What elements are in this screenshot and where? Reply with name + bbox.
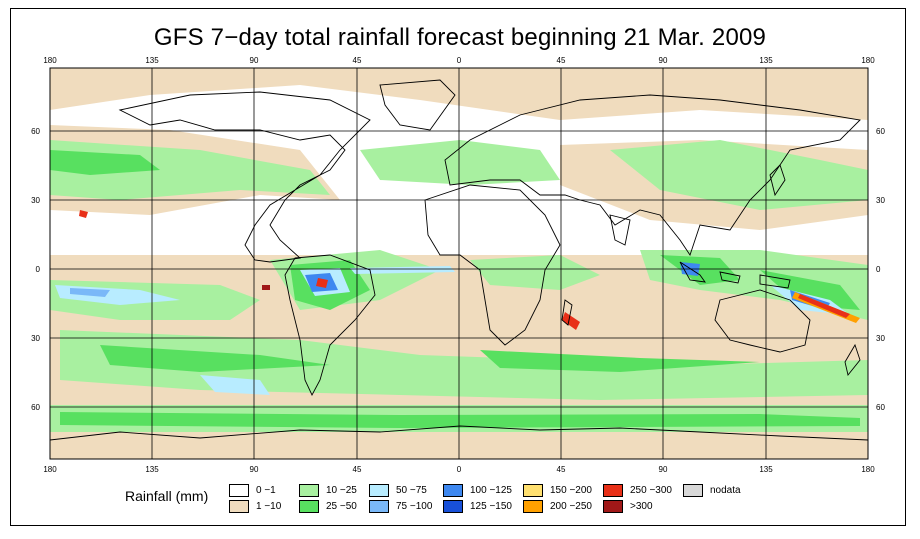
legend-swatch xyxy=(603,500,623,513)
top-lon-label: 180 xyxy=(43,56,57,65)
legend-text: 125 −150 xyxy=(470,501,512,512)
right-lat-label: 30 xyxy=(876,196,885,205)
legend-text: 10 −25 xyxy=(326,485,357,496)
bottom-lon-label: 180 xyxy=(861,465,875,474)
bottom-lon-label: 90 xyxy=(659,465,668,474)
legend: Rainfall (mm) 0 −1 1 −10 10 −25 25 −50 5… xyxy=(125,484,785,516)
top-lon-label: 45 xyxy=(353,56,362,65)
bottom-lon-label: 45 xyxy=(353,465,362,474)
coastlines xyxy=(50,79,868,441)
left-lat-label: 30 xyxy=(31,196,40,205)
legend-text: 1 −10 xyxy=(256,501,282,512)
top-lon-label: 0 xyxy=(457,56,462,65)
map-border xyxy=(49,67,869,460)
legend-text: 250 −300 xyxy=(630,485,672,496)
graticule xyxy=(50,68,868,459)
right-lat-label: 60 xyxy=(876,127,885,136)
legend-swatch xyxy=(683,484,703,497)
right-lat-label: 0 xyxy=(876,265,881,274)
bottom-lon-label: 180 xyxy=(43,465,57,474)
legend-title: Rainfall (mm) xyxy=(125,488,209,504)
legend-swatch xyxy=(369,500,389,513)
left-lat-label: 60 xyxy=(31,127,40,136)
legend-swatch xyxy=(229,500,249,513)
legend-text: 150 −200 xyxy=(550,485,592,496)
left-lat-label: 60 xyxy=(31,403,40,412)
legend-swatch xyxy=(523,500,543,513)
legend-text: 100 −125 xyxy=(470,485,512,496)
legend-swatch xyxy=(443,484,463,497)
top-lon-label: 90 xyxy=(250,56,259,65)
map-title: GFS 7−day total rainfall forecast beginn… xyxy=(153,24,767,51)
top-lon-label: 135 xyxy=(145,56,159,65)
top-lon-label: 135 xyxy=(759,56,773,65)
legend-swatch xyxy=(443,500,463,513)
legend-text: nodata xyxy=(710,485,741,496)
bottom-lon-label: 90 xyxy=(250,465,259,474)
right-lat-label: 60 xyxy=(876,403,885,412)
legend-text: >300 xyxy=(630,501,653,512)
right-lat-label: 30 xyxy=(876,334,885,343)
top-lon-label: 45 xyxy=(557,56,566,65)
top-lon-label: 180 xyxy=(861,56,875,65)
legend-text: 0 −1 xyxy=(256,485,276,496)
left-lat-label: 0 xyxy=(36,265,41,274)
legend-swatch xyxy=(523,484,543,497)
legend-text: 50 −75 xyxy=(396,485,427,496)
legend-text: 75 −100 xyxy=(396,501,433,512)
legend-text: 200 −250 xyxy=(550,501,592,512)
bottom-lon-label: 135 xyxy=(145,465,159,474)
bottom-lon-label: 45 xyxy=(557,465,566,474)
legend-swatch xyxy=(229,484,249,497)
axis-labels: 180 135 90 45 0 45 90 135 180 180 135 90… xyxy=(31,56,885,474)
legend-text: 25 −50 xyxy=(326,501,357,512)
legend-swatch xyxy=(603,484,623,497)
top-lon-label: 90 xyxy=(659,56,668,65)
left-lat-label: 30 xyxy=(31,334,40,343)
bottom-lon-label: 135 xyxy=(759,465,773,474)
bottom-lon-label: 0 xyxy=(457,465,462,474)
legend-swatch xyxy=(299,500,319,513)
legend-swatch xyxy=(299,484,319,497)
figure-frame xyxy=(10,8,906,526)
legend-swatch xyxy=(369,484,389,497)
